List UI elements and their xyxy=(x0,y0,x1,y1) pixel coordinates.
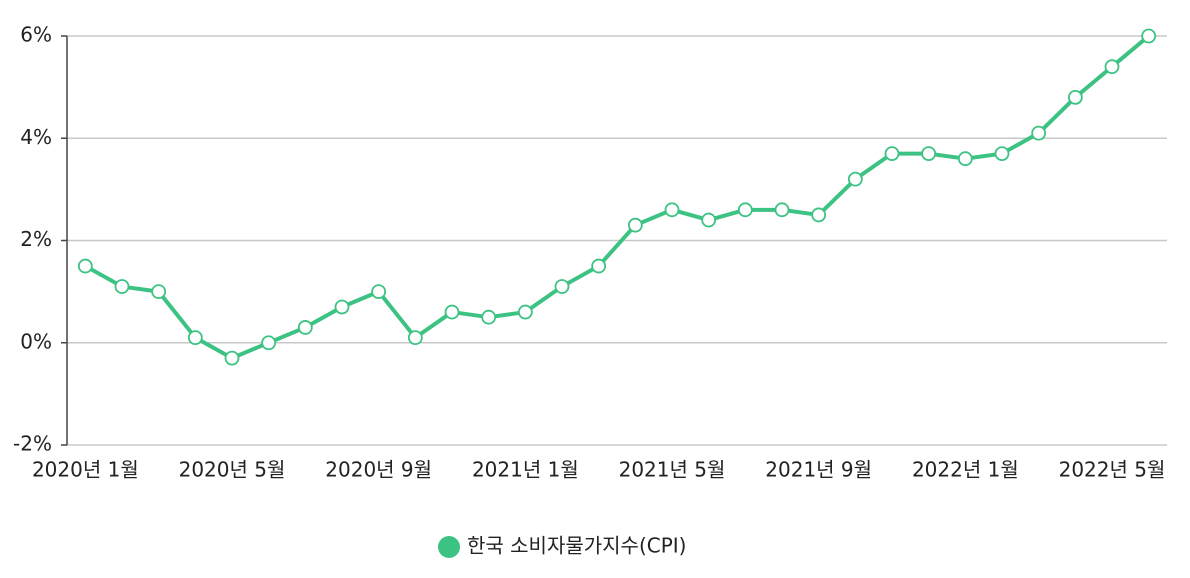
point xyxy=(1031,125,1047,141)
point xyxy=(481,309,497,325)
point xyxy=(517,304,533,320)
point xyxy=(811,207,827,223)
point xyxy=(701,212,717,228)
x-tick-label: 2020년 9월 xyxy=(325,458,432,482)
x-tick-label: 2022년 1월 xyxy=(912,458,1019,482)
point xyxy=(1104,59,1120,75)
point xyxy=(591,258,607,274)
y-tick-label: 6% xyxy=(20,23,52,47)
point xyxy=(994,146,1010,161)
point xyxy=(224,350,240,366)
legend-label: 한국 소비자물가지수(CPI) xyxy=(467,534,687,558)
legend-swatch xyxy=(438,536,460,558)
y-tick-label: -2% xyxy=(13,432,52,456)
y-tick-label: 2% xyxy=(20,227,52,251)
point xyxy=(1067,89,1083,105)
point xyxy=(261,335,277,351)
line xyxy=(84,34,1150,361)
point xyxy=(957,151,973,167)
point xyxy=(627,217,643,233)
point xyxy=(444,304,460,320)
x-tick-label: 2022년 5월 xyxy=(1059,458,1166,482)
y-tick-label: 0% xyxy=(20,329,52,353)
x-tick-label: 2021년 5월 xyxy=(619,458,726,482)
point xyxy=(334,299,350,315)
point xyxy=(921,146,937,161)
point xyxy=(847,171,863,187)
point xyxy=(114,279,130,294)
x-tick-label: 2021년 1월 xyxy=(472,458,579,482)
point xyxy=(407,330,423,346)
point xyxy=(187,330,203,346)
y-tick-label: 4% xyxy=(20,125,52,149)
point xyxy=(371,284,387,300)
x-tick-label: 2021년 9월 xyxy=(765,458,872,482)
point xyxy=(774,202,790,218)
point xyxy=(664,202,680,218)
point xyxy=(1141,28,1157,44)
point xyxy=(884,146,900,161)
point xyxy=(151,284,167,300)
x-tick-label: 2020년 5월 xyxy=(179,458,286,482)
point xyxy=(77,258,93,274)
x-tick-label: 2020년 1월 xyxy=(32,458,139,482)
point xyxy=(297,320,313,335)
point xyxy=(554,279,570,294)
point xyxy=(737,202,753,218)
